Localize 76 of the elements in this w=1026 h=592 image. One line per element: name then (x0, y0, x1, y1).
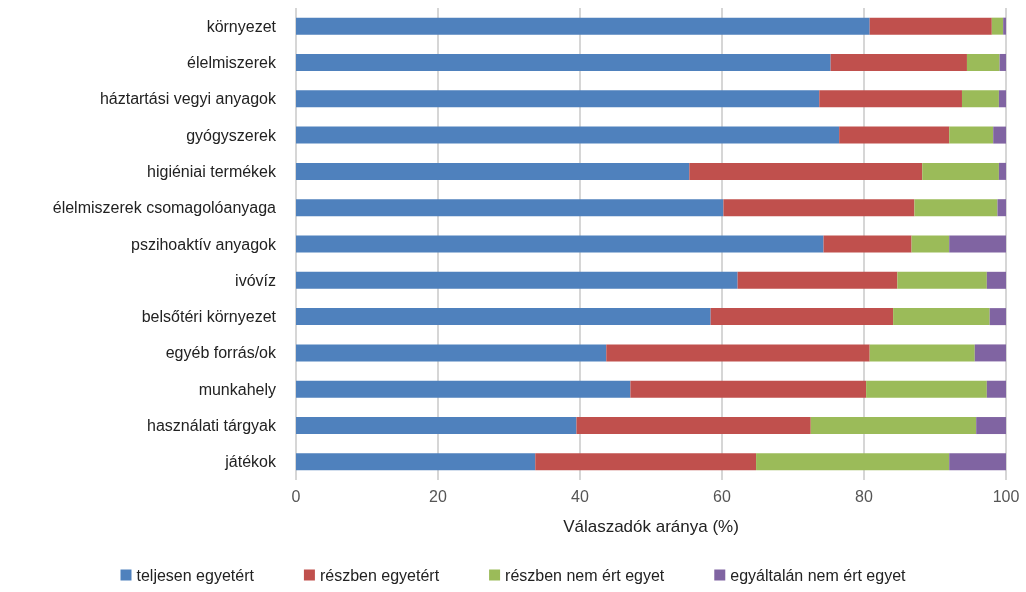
x-tick-label: 100 (992, 487, 1020, 505)
bar (986, 380, 1006, 398)
x-tick-label: 20 (429, 487, 447, 505)
bar (869, 344, 975, 362)
bar (949, 126, 994, 144)
legend-label: részben nem ért egyet (505, 566, 665, 584)
bar (897, 271, 987, 289)
x-tick-label: 40 (571, 487, 589, 505)
bar (830, 53, 967, 71)
bar (296, 344, 607, 362)
y-tick-label: higiéniai termékek (147, 162, 277, 180)
bar (993, 126, 1006, 144)
bar (998, 90, 1006, 108)
y-tick-label: élelmiszerek csomagolóanyaga (52, 199, 277, 217)
bar (999, 53, 1006, 71)
bar (1003, 17, 1006, 35)
bar (296, 271, 738, 289)
bar (296, 417, 577, 435)
y-tick-label: belsőtéri környezet (141, 308, 277, 326)
y-tick-label: környezet (206, 17, 277, 35)
y-tick-label: ivóvíz (235, 271, 276, 289)
bar (296, 17, 870, 35)
y-tick-label: élelmiszerek (187, 53, 277, 71)
bar (296, 380, 631, 398)
bar (296, 235, 824, 253)
bar (998, 162, 1006, 180)
bar (296, 90, 820, 108)
bar (986, 271, 1006, 289)
bar (966, 53, 1000, 71)
bar (949, 235, 1006, 253)
x-tick-label: 80 (855, 487, 873, 505)
bar (296, 453, 536, 471)
bar (810, 417, 977, 435)
bar (949, 453, 1006, 471)
bar (911, 235, 950, 253)
bar (710, 308, 894, 326)
bar (296, 53, 831, 71)
bar (296, 126, 840, 144)
bar (535, 453, 757, 471)
bar (869, 17, 992, 35)
x-tick-label: 0 (291, 487, 301, 505)
bar (576, 417, 811, 435)
bar (296, 162, 690, 180)
bar (296, 308, 711, 326)
y-tick-label: pszihoaktív anyagok (131, 235, 277, 253)
bar (893, 308, 990, 326)
bar (630, 380, 867, 398)
legend-label: teljesen egyetért (136, 566, 255, 584)
bar (866, 380, 987, 398)
bar (689, 162, 923, 180)
y-tick-label: egyéb forrás/ok (165, 344, 277, 362)
bar (737, 271, 898, 289)
x-tick-label: 60 (713, 487, 731, 505)
bar (997, 199, 1006, 217)
bar (823, 235, 912, 253)
bar (989, 308, 1006, 326)
bar (922, 162, 999, 180)
bar (961, 90, 999, 108)
y-tick-label: gyógyszerek (186, 126, 277, 144)
bar (991, 17, 1004, 35)
bar (296, 199, 724, 217)
bar (976, 417, 1006, 435)
y-tick-label: háztartási vegyi anyagok (99, 90, 277, 108)
bar (839, 126, 950, 144)
bar (606, 344, 870, 362)
bar (819, 90, 962, 108)
y-tick-label: játékok (224, 453, 277, 471)
legend-label: részben egyetért (319, 566, 440, 584)
y-tick-label: használati tárgyak (147, 417, 277, 435)
legend-label: egyáltalán nem ért egyet (730, 566, 907, 584)
bar (756, 453, 950, 471)
bar (914, 199, 998, 217)
bar (974, 344, 1006, 362)
y-tick-label: munkahely (198, 380, 276, 398)
x-axis-title: Válaszadók aránya (%) (563, 517, 739, 536)
bar (723, 199, 915, 217)
